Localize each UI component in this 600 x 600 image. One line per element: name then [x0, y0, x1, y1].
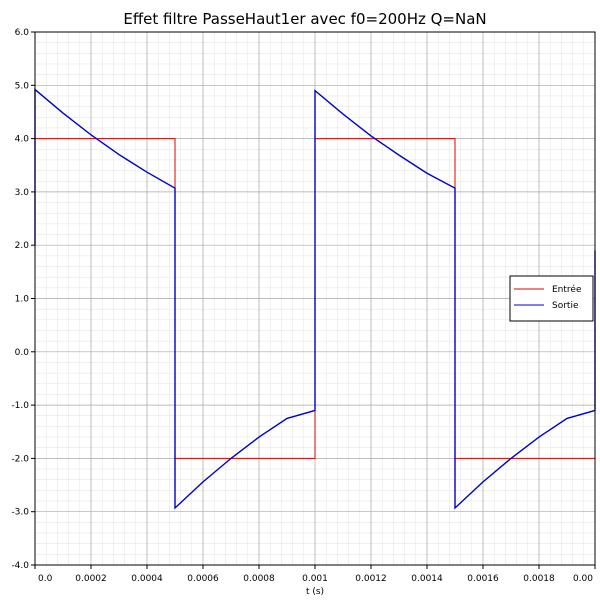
chart-title: Effet filtre PasseHaut1er avec f0=200Hz … [123, 10, 486, 28]
x-tick-label: 0.00 [573, 574, 593, 584]
y-tick-label: 4.0 [15, 135, 30, 145]
legend-label-entree: Entrée [552, 284, 582, 295]
y-tick-label: -1.0 [11, 401, 29, 411]
y-tick-label: -4.0 [11, 561, 29, 571]
x-tick-label: 0.0006 [187, 574, 219, 584]
x-axis-ticks: 0.0 0.0002 0.0004 0.0006 0.0008 0.001 0.0012 0.… [34, 565, 596, 584]
x-tick-label: 0.0002 [75, 574, 107, 584]
x-tick-label: 0.0 [38, 574, 53, 584]
y-tick-label: 1.0 [15, 295, 30, 305]
legend: Entrée Sortie [509, 275, 594, 322]
legend-box [509, 275, 594, 322]
legend-label-sortie: Sortie [552, 301, 579, 311]
x-axis-label: t (s) [306, 587, 324, 597]
y-tick-label: 2.0 [15, 241, 30, 251]
x-tick-label: 0.0018 [523, 574, 555, 584]
x-tick-label: 0.0004 [131, 574, 163, 584]
y-axis-ticks: 6.0 5.0 4.0 3.0 2.0 1.0 0.0 -1.0 -2.0 -3.0 -4.0 [11, 28, 35, 571]
x-tick-label: 0.001 [302, 574, 328, 584]
x-tick-label: 0.0008 [243, 574, 275, 584]
y-tick-label: -2.0 [11, 454, 29, 464]
series-line-sortie [34, 88, 596, 510]
y-tick-label: 3.0 [15, 188, 30, 198]
y-tick-label: 0.0 [15, 348, 30, 358]
x-tick-label: 0.0016 [467, 574, 499, 584]
series-layer [34, 88, 596, 510]
y-tick-label: -3.0 [11, 508, 29, 518]
x-tick-label: 0.0014 [411, 574, 443, 584]
x-tick-label: 0.0012 [355, 574, 387, 584]
y-tick-label: 5.0 [15, 81, 30, 91]
y-tick-label: 6.0 [15, 28, 30, 38]
